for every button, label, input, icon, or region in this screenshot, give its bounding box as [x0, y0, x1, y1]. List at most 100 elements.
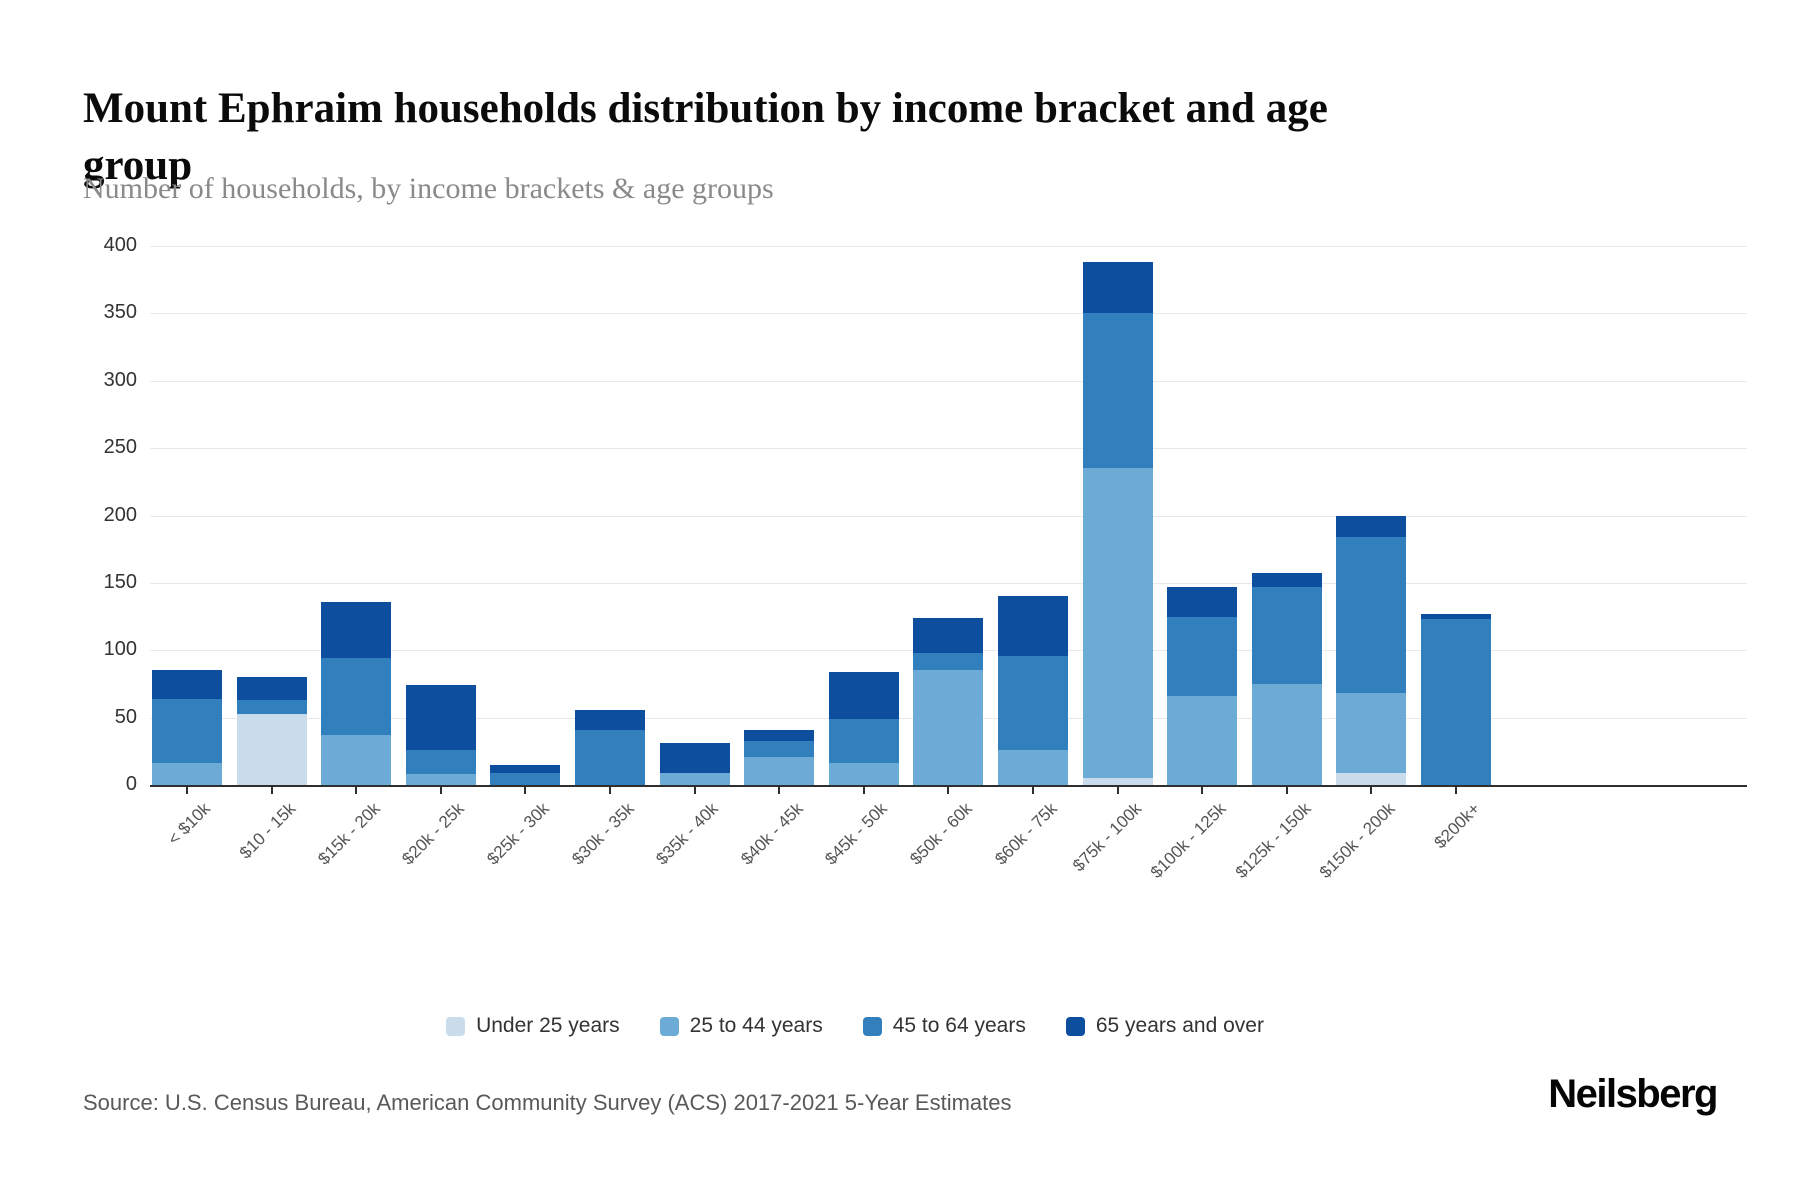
- x-tick: [609, 787, 611, 794]
- bar-segment-65-years-and-over[interactable]: [152, 670, 222, 699]
- x-tick-label: < $10k: [164, 799, 215, 849]
- x-tick-label: $20k - 25k: [398, 799, 469, 869]
- bar-segment-45-to-64-years[interactable]: [744, 740, 815, 757]
- x-tick-label: $75k - 100k: [1068, 799, 1146, 876]
- bar-segment-45-to-64-years[interactable]: [1082, 313, 1153, 469]
- x-tick-label: $25k - 30k: [483, 799, 553, 869]
- legend-label: Under 25 years: [476, 1014, 620, 1037]
- legend-item-under-25-years[interactable]: Under 25 years: [446, 1014, 620, 1038]
- bar-$150k - 200k[interactable]: [1336, 0, 1407, 785]
- legend-swatch-icon: [1065, 1016, 1085, 1036]
- bar-$60k - 75k[interactable]: [998, 0, 1068, 785]
- bar-$25k - 30k[interactable]: [490, 0, 561, 785]
- bar-segment-25-to-44-years[interactable]: [1167, 696, 1238, 785]
- legend-swatch-icon: [446, 1016, 466, 1036]
- bar-segment-65-years-and-over[interactable]: [575, 709, 645, 730]
- x-tick-label: $50k - 60k: [906, 799, 976, 869]
- x-tick: [1285, 787, 1288, 794]
- x-tick-label: $15k - 20k: [314, 799, 384, 869]
- bar-segment-65-years-and-over[interactable]: [490, 764, 561, 773]
- bar-segment-25-to-44-years[interactable]: [1082, 468, 1153, 779]
- y-tick-label: 350: [103, 301, 137, 324]
- bar-segment-25-to-44-years[interactable]: [913, 670, 984, 785]
- bar-segment-25-to-44-years[interactable]: [998, 749, 1068, 785]
- x-tick: [693, 787, 696, 794]
- bar-$75k - 100k[interactable]: [1082, 0, 1153, 785]
- bar-$30k - 35k[interactable]: [575, 0, 645, 785]
- y-tick-label: 100: [103, 638, 137, 661]
- bar-segment-25-to-44-years[interactable]: [152, 763, 222, 785]
- bar-segment-45-to-64-years[interactable]: [236, 700, 307, 714]
- y-tick-label: 300: [103, 368, 137, 391]
- y-gridline: [150, 515, 1747, 517]
- bar-segment-65-years-and-over[interactable]: [744, 729, 815, 741]
- legend-swatch-icon: [659, 1016, 679, 1036]
- bar-segment-45-to-64-years[interactable]: [1167, 616, 1238, 697]
- legend-item-45-to-64-years[interactable]: 45 to 64 years: [862, 1014, 1026, 1038]
- bar-$50k - 60k[interactable]: [913, 0, 984, 785]
- bar-segment-45-to-64-years[interactable]: [405, 749, 476, 775]
- legend-item-25-to-44-years[interactable]: 25 to 44 years: [659, 1014, 823, 1038]
- bar-segment-under-25-years[interactable]: [1082, 778, 1153, 785]
- bar-segment-45-to-64-years[interactable]: [321, 658, 392, 736]
- bar-$200k+[interactable]: [1421, 0, 1491, 785]
- bar-$15k - 20k[interactable]: [321, 0, 392, 785]
- bar-segment-25-to-44-years[interactable]: [828, 763, 899, 785]
- bar-segment-65-years-and-over[interactable]: [1167, 586, 1238, 617]
- bar-segment-65-years-and-over[interactable]: [1251, 573, 1322, 587]
- source-note: Source: U.S. Census Bureau, American Com…: [83, 1090, 1012, 1115]
- bar-segment-65-years-and-over[interactable]: [659, 743, 730, 773]
- bar-$35k - 40k[interactable]: [659, 0, 730, 785]
- y-gridline: [150, 246, 1747, 247]
- bar-segment-45-to-64-years[interactable]: [490, 772, 561, 785]
- y-tick-label: 200: [103, 503, 137, 526]
- bar-segment-25-to-44-years[interactable]: [1251, 683, 1322, 785]
- bar-segment-45-to-64-years[interactable]: [998, 655, 1068, 750]
- plot-area: 0 50 100 150 200 250 300 350 400 < $10k $10 - 15k $…: [103, 0, 1747, 882]
- bar-$10 - 15k[interactable]: [236, 0, 307, 785]
- x-tick: [947, 787, 950, 794]
- y-tick-label: 50: [114, 705, 137, 728]
- legend-item-65-years-and-over[interactable]: 65 years and over: [1065, 1014, 1264, 1038]
- bar-segment-65-years-and-over[interactable]: [998, 596, 1068, 656]
- bar-segment-under-25-years[interactable]: [236, 713, 307, 785]
- bar-segment-45-to-64-years[interactable]: [828, 718, 899, 764]
- bar-segment-25-to-44-years[interactable]: [659, 772, 730, 785]
- bar-$100k - 125k[interactable]: [1167, 0, 1238, 785]
- x-axis-line: [150, 785, 1747, 787]
- legend: Under 25 years 25 to 44 years 45 to 64 yea…: [0, 1014, 1710, 1038]
- bar-segment-45-to-64-years[interactable]: [1336, 537, 1407, 694]
- bar-$20k - 25k[interactable]: [405, 0, 476, 785]
- x-tick: [1032, 787, 1034, 794]
- bar-segment-45-to-64-years[interactable]: [913, 652, 984, 671]
- bar-segment-65-years-and-over[interactable]: [828, 671, 899, 719]
- bar-segment-45-to-64-years[interactable]: [1251, 586, 1322, 684]
- x-tick: [524, 787, 527, 794]
- brand-logo: Neilsberg: [1548, 1072, 1718, 1116]
- bar-segment-under-25-years[interactable]: [1336, 772, 1407, 785]
- legend-swatch-icon: [862, 1016, 882, 1036]
- bar-segment-65-years-and-over[interactable]: [1421, 613, 1491, 620]
- bar-segment-45-to-64-years[interactable]: [1421, 619, 1491, 785]
- bar-segment-65-years-and-over[interactable]: [1082, 262, 1153, 314]
- bar-segment-45-to-64-years[interactable]: [575, 729, 645, 785]
- bar-segment-25-to-44-years[interactable]: [321, 735, 392, 785]
- bar-segment-65-years-and-over[interactable]: [236, 677, 307, 701]
- bar-$45k - 50k[interactable]: [828, 0, 899, 785]
- bar-< $10k[interactable]: [152, 0, 222, 785]
- bar-segment-65-years-and-over[interactable]: [1336, 515, 1407, 538]
- y-tick-label: 0: [125, 773, 137, 795]
- x-tick-label: $45k - 50k: [821, 799, 892, 869]
- bar-segment-65-years-and-over[interactable]: [405, 685, 476, 750]
- bar-segment-65-years-and-over[interactable]: [913, 617, 984, 653]
- bar-$125k - 150k[interactable]: [1251, 0, 1322, 785]
- bar-segment-25-to-44-years[interactable]: [744, 756, 815, 785]
- bar-segment-65-years-and-over[interactable]: [321, 601, 392, 659]
- bar-segment-45-to-64-years[interactable]: [152, 698, 222, 764]
- bar-segment-25-to-44-years[interactable]: [405, 774, 476, 785]
- x-tick-label: $125k - 150k: [1231, 799, 1315, 882]
- bar-segment-25-to-44-years[interactable]: [1336, 693, 1407, 773]
- legend-label: 25 to 44 years: [689, 1014, 823, 1037]
- bar-$40k - 45k[interactable]: [744, 0, 815, 785]
